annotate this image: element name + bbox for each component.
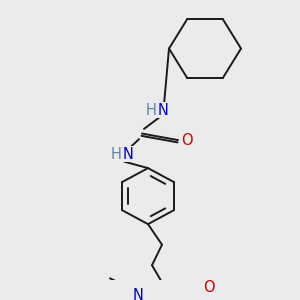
Text: H: H <box>146 103 156 118</box>
Text: N: N <box>133 288 143 300</box>
Text: H: H <box>111 147 122 162</box>
Text: O: O <box>203 280 215 295</box>
Text: N: N <box>123 147 134 162</box>
Text: O: O <box>181 133 193 148</box>
Text: N: N <box>158 103 168 118</box>
